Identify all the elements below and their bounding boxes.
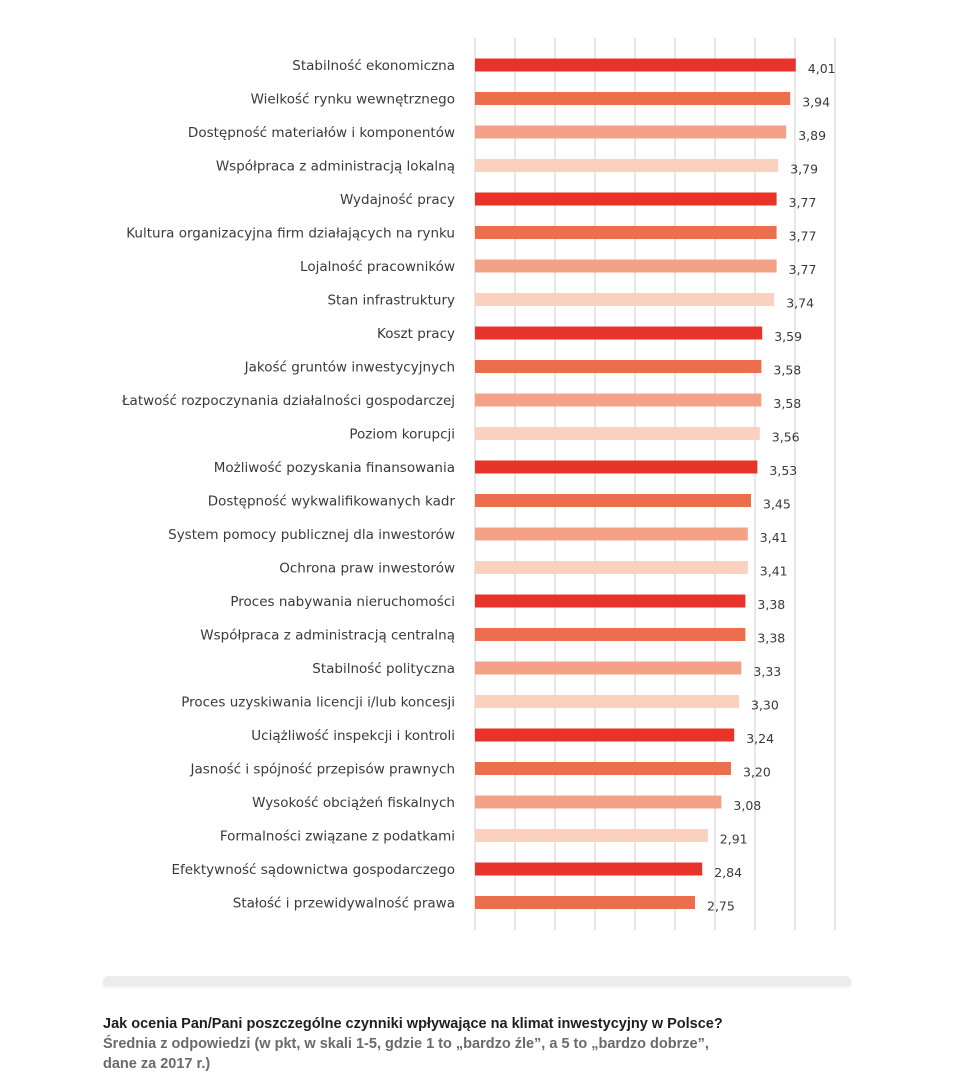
bar-13	[475, 494, 751, 507]
bar-5	[475, 226, 777, 239]
category-label-5: Kultura organizacyjna firm działających …	[126, 226, 455, 242]
bar-16	[475, 594, 746, 608]
value-label-6: 3,77	[789, 262, 817, 277]
category-labels: Stabilność ekonomiczna Wielkość rynku wew…	[121, 58, 455, 912]
bar-15	[475, 561, 748, 574]
value-label-20: 3,24	[746, 731, 774, 746]
value-label-8: 3,59	[774, 329, 802, 344]
chart-subtitle-line-1: Średnia z odpowiedzi (w pkt, w skali 1-5…	[103, 1036, 709, 1052]
category-label-7: Stan infrastruktury	[327, 293, 455, 309]
value-label-4: 3,77	[789, 195, 817, 210]
bar-6	[475, 259, 777, 273]
bar-3	[475, 159, 779, 172]
bar-18	[475, 661, 742, 675]
bar-4	[475, 192, 777, 206]
value-label-19: 3,30	[751, 698, 779, 713]
category-label-20: Uciążliwość inspekcji i kontroli	[251, 728, 455, 744]
category-label-24: Efektywność sądownictwa gospodarczego	[171, 862, 455, 878]
category-label-25: Stałość i przewidywalność prawa	[233, 896, 455, 912]
bar-23	[475, 829, 708, 842]
bar-19	[475, 695, 739, 708]
bar-24	[475, 862, 703, 876]
category-label-23: Formalności związane z podatkami	[220, 829, 455, 845]
category-label-10: Łatwość rozpoczynania działalności gospo…	[121, 393, 455, 409]
value-label-25: 2,75	[707, 899, 735, 914]
value-label-10: 3,58	[773, 396, 801, 411]
grid-lines	[474, 38, 836, 930]
bar-1	[475, 92, 791, 105]
category-label-17: Współpraca z administracją centralną	[200, 628, 455, 644]
category-label-6: Lojalność pracowników	[300, 259, 455, 275]
value-label-2: 3,89	[798, 128, 826, 143]
bar-chart: Stabilność ekonomiczna Wielkość rynku wew…	[121, 38, 836, 930]
value-label-3: 3,79	[790, 162, 818, 177]
value-label-21: 3,20	[743, 765, 771, 780]
chart-title: Jak ocenia Pan/Pani poszczególne czynnik…	[103, 1016, 723, 1032]
category-label-13: Dostępność wykwalifikowanych kadr	[208, 494, 456, 510]
category-label-18: Stabilność polityczna	[312, 661, 455, 677]
value-label-7: 3,74	[786, 296, 814, 311]
value-label-0: 4,01	[808, 61, 836, 76]
category-label-12: Możliwość pozyskania finansowania	[214, 460, 455, 476]
category-label-4: Wydajność pracy	[340, 192, 455, 208]
bar-14	[475, 527, 748, 541]
category-label-22: Wysokość obciążeń fiskalnych	[252, 795, 455, 811]
category-label-2: Dostępność materiałów i komponentów	[188, 125, 455, 141]
category-label-8: Koszt pracy	[377, 326, 455, 342]
bars	[475, 58, 796, 909]
value-label-9: 3,58	[773, 363, 801, 378]
category-label-9: Jakość gruntów inwestycyjnych	[244, 360, 455, 376]
bar-17	[475, 628, 746, 641]
bar-7	[475, 293, 775, 306]
category-label-1: Wielkość rynku wewnętrznego	[251, 92, 455, 108]
category-label-15: Ochrona praw inwestorów	[279, 561, 455, 577]
value-label-16: 3,38	[757, 597, 785, 612]
category-label-21: Jasność i spójność przepisów prawnych	[190, 762, 455, 778]
bar-8	[475, 326, 763, 340]
bar-12	[475, 460, 758, 474]
value-label-15: 3,41	[760, 564, 788, 579]
bar-9	[475, 360, 762, 373]
category-label-19: Proces uzyskiwania licencji i/lub konces…	[181, 695, 455, 711]
value-label-22: 3,08	[733, 798, 761, 813]
value-label-12: 3,53	[769, 463, 797, 478]
value-label-17: 3,38	[757, 631, 785, 646]
value-label-23: 2,91	[720, 832, 748, 847]
bar-2	[475, 125, 787, 139]
bar-21	[475, 762, 731, 775]
value-label-1: 3,94	[802, 95, 830, 110]
bar-11	[475, 427, 760, 440]
category-label-0: Stabilność ekonomiczna	[292, 58, 455, 74]
category-label-3: Współpraca z administracją lokalną	[216, 159, 455, 175]
section-divider	[103, 976, 851, 986]
chart-caption: Jak ocenia Pan/Pani poszczególne czynnik…	[103, 1014, 863, 1074]
value-label-13: 3,45	[763, 497, 791, 512]
chart-subtitle-line-2: dane za 2017 r.)	[103, 1056, 211, 1072]
bar-0	[475, 58, 796, 72]
category-label-16: Proces nabywania nieruchomości	[230, 594, 455, 610]
value-label-18: 3,33	[753, 664, 781, 679]
bar-10	[475, 393, 762, 407]
value-label-5: 3,77	[789, 229, 817, 244]
category-label-14: System pomocy publicznej dla inwestorów	[168, 527, 455, 543]
bar-22	[475, 795, 722, 809]
bar-20	[475, 728, 735, 742]
category-label-11: Poziom korupcji	[349, 427, 455, 443]
value-label-24: 2,84	[714, 865, 742, 880]
bar-25	[475, 896, 695, 909]
value-label-11: 3,56	[772, 430, 800, 445]
value-label-14: 3,41	[760, 530, 788, 545]
value-labels: 4,01 3,94 3,89 3,79 3,77 3,77 3,77 3,74 3,59 3,58…	[707, 61, 836, 914]
